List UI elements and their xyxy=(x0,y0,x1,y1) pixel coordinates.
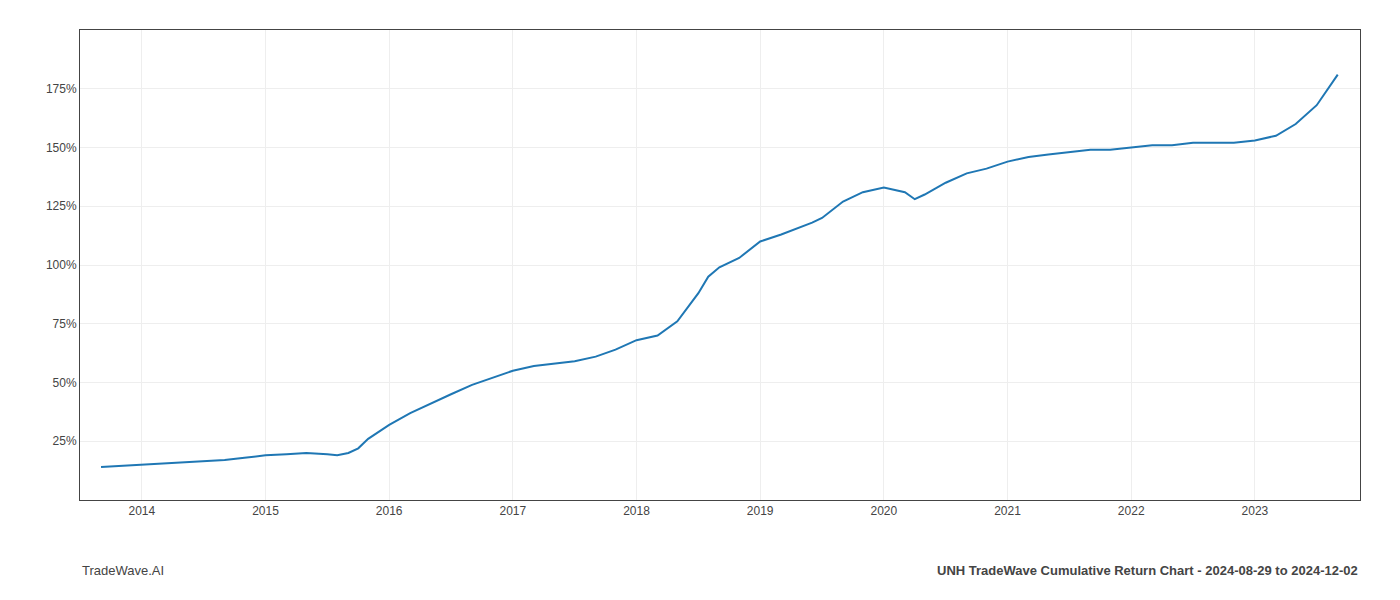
svg-text:2022: 2022 xyxy=(1118,504,1145,518)
svg-text:50%: 50% xyxy=(53,376,77,390)
svg-text:2023: 2023 xyxy=(1242,504,1269,518)
svg-text:150%: 150% xyxy=(46,141,77,155)
svg-text:2021: 2021 xyxy=(994,504,1021,518)
svg-text:2017: 2017 xyxy=(499,504,526,518)
svg-text:2014: 2014 xyxy=(128,504,155,518)
svg-text:TradeWave.AI: TradeWave.AI xyxy=(82,563,164,578)
svg-text:2019: 2019 xyxy=(747,504,774,518)
svg-text:UNH TradeWave Cumulative Retur: UNH TradeWave Cumulative Return Chart - … xyxy=(937,563,1358,578)
svg-text:2018: 2018 xyxy=(623,504,650,518)
svg-text:175%: 175% xyxy=(46,82,77,96)
svg-text:2016: 2016 xyxy=(376,504,403,518)
svg-text:75%: 75% xyxy=(53,317,77,331)
svg-text:100%: 100% xyxy=(46,258,77,272)
svg-text:125%: 125% xyxy=(46,199,77,213)
svg-text:2020: 2020 xyxy=(871,504,898,518)
svg-text:2015: 2015 xyxy=(252,504,279,518)
svg-text:25%: 25% xyxy=(53,434,77,448)
